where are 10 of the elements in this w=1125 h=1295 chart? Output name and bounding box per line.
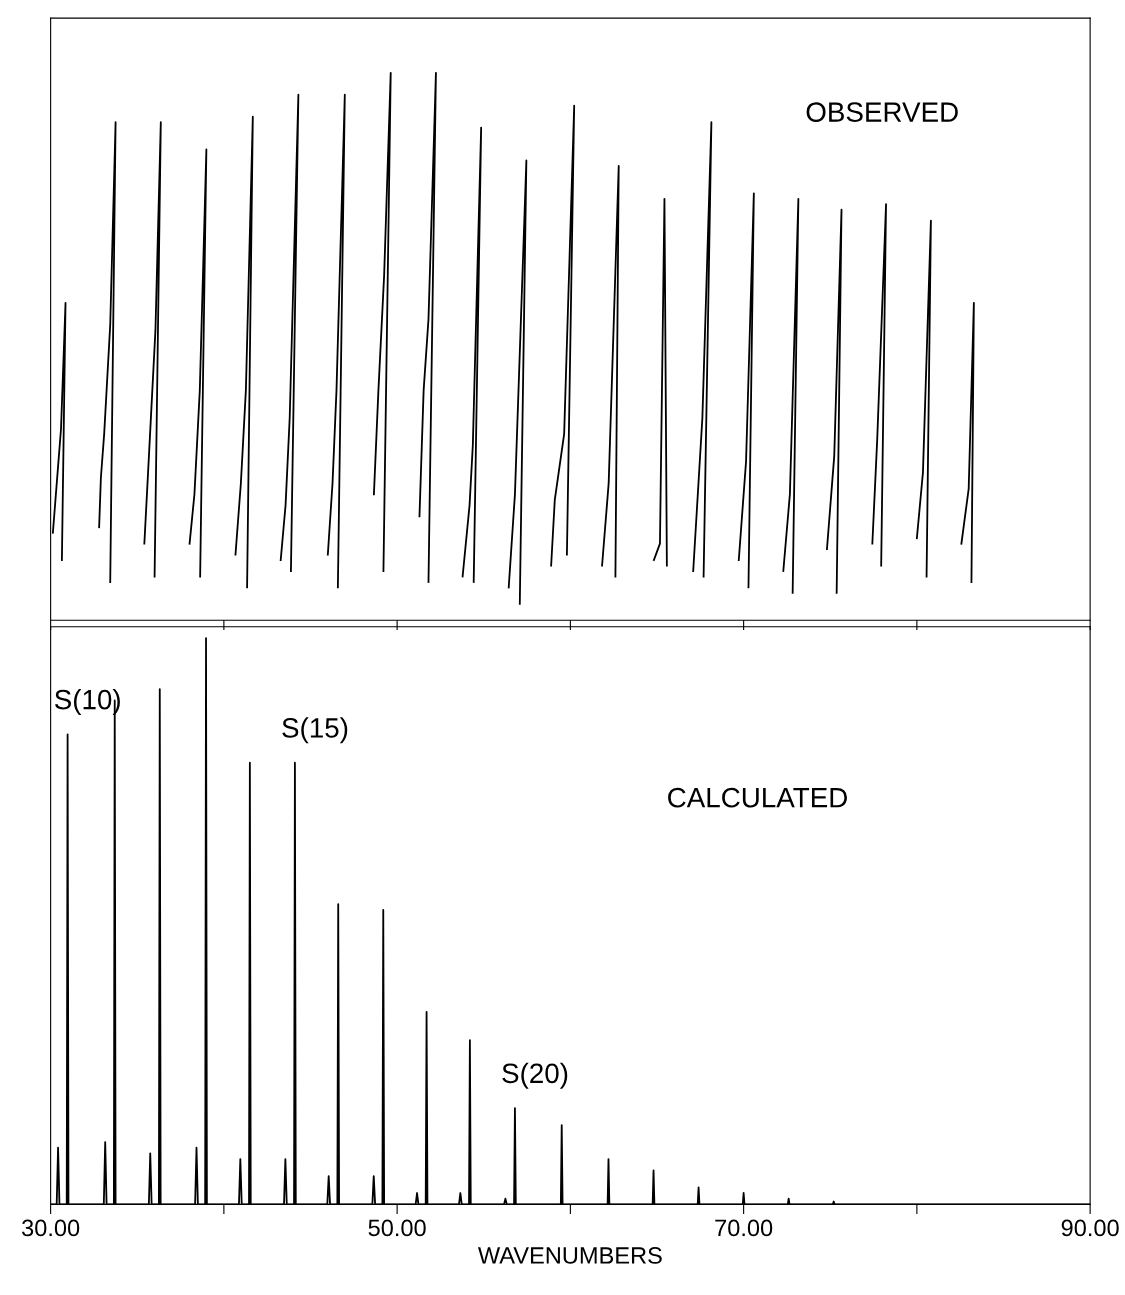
x-axis-title: WAVENUMBERS <box>477 1247 662 1264</box>
x-tick-label: 50.00 <box>368 1219 426 1237</box>
annotation: S(10) <box>54 689 120 715</box>
annotation: S(15) <box>282 717 348 744</box>
x-tick-label: 70.00 <box>715 1219 773 1237</box>
annotation: S(20) <box>502 1062 568 1089</box>
annotation: CALCULATED <box>668 787 847 808</box>
x-tick-label: 30.00 <box>21 1219 80 1237</box>
annotation: OBSERVED <box>806 102 958 122</box>
x-tick-label: 90.00 <box>1061 1219 1119 1237</box>
